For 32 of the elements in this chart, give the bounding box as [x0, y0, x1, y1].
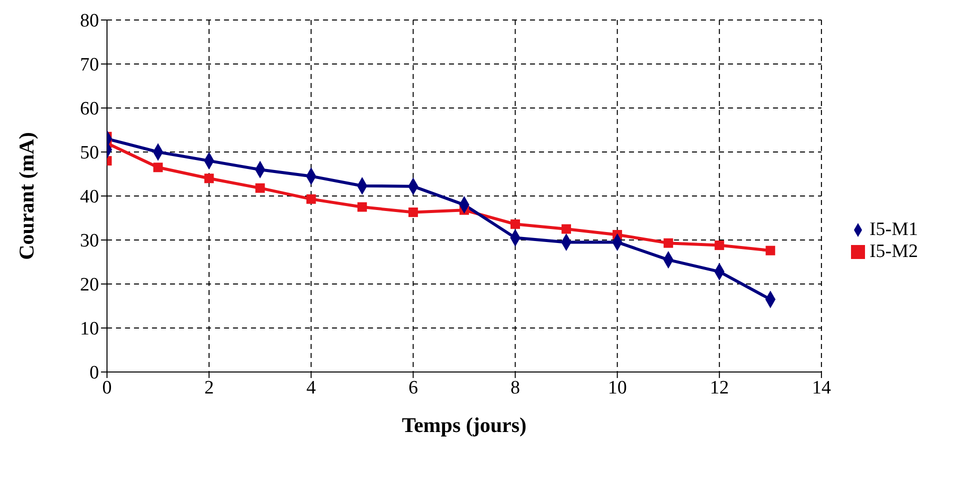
y-tick-label: 80: [80, 10, 99, 32]
x-tick-label: 4: [306, 377, 316, 398]
point: [510, 219, 520, 229]
y-tick-label: 40: [80, 186, 99, 208]
point: [204, 174, 214, 184]
point: [306, 194, 316, 204]
x-tick-label: 0: [102, 377, 112, 398]
point: [766, 246, 776, 256]
x-tick-label: 2: [204, 377, 214, 398]
y-tick-label: 10: [80, 318, 99, 340]
point: [255, 183, 265, 193]
x-tick-label: 8: [510, 377, 520, 398]
x-tick-label: 12: [710, 377, 729, 398]
y-tick-label: 30: [80, 230, 99, 252]
point: [408, 208, 418, 218]
x-tick-label: 10: [608, 377, 627, 398]
x-tick-label: 14: [812, 377, 832, 398]
legend-label: I5-M2: [869, 240, 918, 262]
y-tick-label: 0: [90, 362, 99, 384]
y-tick-label: 60: [80, 98, 99, 120]
x-axis-title: Temps (jours): [402, 413, 527, 437]
point: [153, 162, 163, 172]
y-tick-label: 70: [80, 54, 99, 76]
y-axis-title: Courant (mA): [14, 132, 38, 260]
legend-label: I5-M1: [869, 218, 918, 240]
point: [357, 202, 367, 212]
point: [714, 240, 724, 250]
point: [562, 224, 572, 234]
y-tick-label: 20: [80, 274, 99, 296]
y-tick-label: 50: [80, 142, 99, 164]
point: [664, 238, 674, 248]
x-tick-label: 6: [408, 377, 418, 398]
